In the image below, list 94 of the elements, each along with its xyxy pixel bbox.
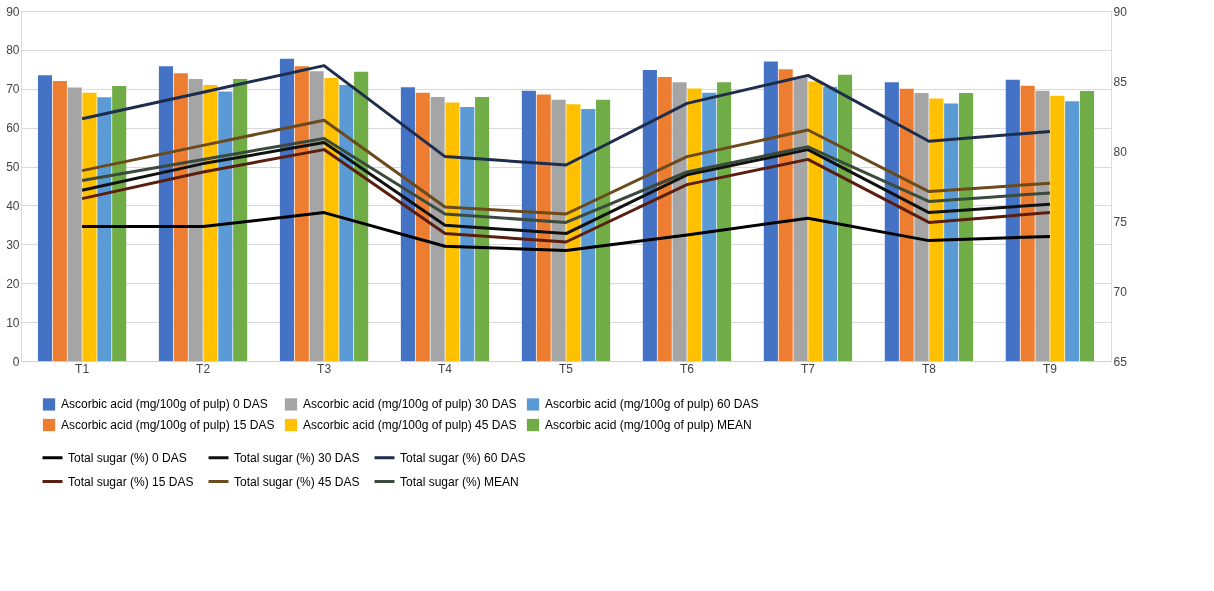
legend-label: Total sugar (%) 60 DAS bbox=[400, 450, 526, 465]
bar bbox=[823, 86, 838, 361]
bar bbox=[899, 88, 914, 361]
bar bbox=[339, 84, 354, 361]
bar bbox=[97, 97, 112, 361]
line-series bbox=[80, 118, 1052, 216]
bar bbox=[838, 74, 853, 361]
bar bbox=[203, 84, 218, 361]
legend-label: Ascorbic acid (mg/100g of pulp) 15 DAS bbox=[61, 418, 275, 432]
legend-label: Total sugar (%) 30 DAS bbox=[234, 450, 360, 465]
y-tick-label: 80 bbox=[6, 43, 20, 58]
legend-label: Ascorbic acid (mg/100g of pulp) 45 DAS bbox=[303, 418, 517, 432]
bar bbox=[460, 107, 475, 361]
y2-tick-label: 75 bbox=[1113, 214, 1128, 229]
y-tick-label: 50 bbox=[6, 160, 20, 175]
bar bbox=[158, 66, 174, 361]
legend-label: Total sugar (%) 45 DAS bbox=[234, 474, 360, 489]
bar bbox=[1005, 79, 1020, 361]
bar bbox=[521, 90, 536, 361]
bar bbox=[1035, 90, 1050, 361]
bar bbox=[430, 96, 445, 361]
bar bbox=[944, 103, 959, 361]
line-series bbox=[80, 136, 1052, 224]
bar bbox=[279, 58, 294, 361]
bar bbox=[1050, 95, 1065, 361]
x-tick-label: T6 bbox=[679, 361, 695, 376]
x-tick-label: T1 bbox=[75, 361, 90, 376]
y2-tick-label: 70 bbox=[1113, 284, 1128, 299]
bar bbox=[687, 88, 702, 361]
bar bbox=[793, 77, 808, 361]
legend-label: Ascorbic acid (mg/100g of pulp) 30 DAS bbox=[303, 397, 517, 412]
bar bbox=[354, 71, 369, 361]
bar bbox=[657, 77, 672, 361]
y-tick-label: 60 bbox=[6, 121, 20, 136]
bar bbox=[536, 94, 551, 361]
legend-label: Total sugar (%) 0 DAS bbox=[68, 450, 187, 465]
x-tick-label: T7 bbox=[800, 361, 816, 376]
bar bbox=[82, 92, 97, 361]
bar bbox=[400, 87, 415, 361]
bar bbox=[763, 61, 778, 361]
bar bbox=[324, 77, 339, 361]
bar bbox=[475, 96, 490, 361]
y-tick-label: 0 bbox=[12, 354, 20, 369]
bar bbox=[67, 87, 82, 361]
bar bbox=[914, 93, 929, 361]
bar bbox=[642, 70, 657, 361]
bar bbox=[702, 92, 717, 361]
y-tick-label: 30 bbox=[6, 237, 20, 252]
line-series bbox=[80, 211, 1052, 252]
y-tick-label: 10 bbox=[6, 315, 20, 330]
bar bbox=[52, 81, 67, 361]
line-series bbox=[80, 64, 1052, 167]
bar bbox=[309, 71, 324, 361]
bar bbox=[566, 104, 581, 361]
bar bbox=[717, 82, 732, 361]
legend-label: Ascorbic acid (mg/100g of pulp) 0 DAS bbox=[61, 397, 268, 412]
bar bbox=[188, 79, 203, 361]
bar bbox=[551, 99, 566, 361]
bar bbox=[929, 98, 944, 361]
legend-label: Total sugar (%) MEAN bbox=[400, 474, 519, 489]
bar bbox=[1020, 85, 1035, 361]
x-tick-label: T9 bbox=[1042, 361, 1058, 376]
legend-label: Total sugar (%) 15 DAS bbox=[68, 474, 194, 489]
legend-label: Ascorbic acid (mg/100g of pulp) MEAN bbox=[545, 418, 752, 432]
bar bbox=[445, 102, 460, 361]
x-tick-label: T3 bbox=[317, 361, 332, 376]
bar bbox=[808, 81, 823, 361]
bar bbox=[218, 91, 233, 361]
bar bbox=[884, 82, 899, 361]
x-tick-label: T8 bbox=[921, 361, 937, 376]
x-tick-label: T4 bbox=[438, 361, 453, 376]
x-tick-label: T5 bbox=[558, 361, 574, 376]
bar bbox=[778, 69, 793, 361]
bar bbox=[672, 82, 687, 361]
bar bbox=[581, 109, 596, 361]
bar bbox=[596, 99, 611, 361]
y-tick-label: 20 bbox=[6, 276, 20, 291]
bar bbox=[958, 93, 974, 361]
y2-tick-label: 65 bbox=[1113, 354, 1128, 369]
bar bbox=[1065, 101, 1080, 361]
y2-tick-label: 90 bbox=[1113, 4, 1128, 19]
y2-tick-label: 80 bbox=[1113, 144, 1128, 159]
bar bbox=[37, 75, 53, 361]
y-tick-label: 70 bbox=[6, 82, 20, 97]
legend-label: Ascorbic acid (mg/100g of pulp) 60 DAS bbox=[545, 397, 759, 412]
bar bbox=[233, 79, 248, 361]
y2-tick-label: 85 bbox=[1113, 74, 1128, 89]
y-tick-label: 90 bbox=[6, 4, 20, 19]
bar bbox=[1079, 91, 1095, 361]
bar bbox=[294, 66, 309, 361]
bar bbox=[415, 92, 430, 361]
y-tick-label: 40 bbox=[6, 198, 20, 213]
bar bbox=[112, 86, 127, 361]
x-tick-label: T2 bbox=[196, 361, 211, 376]
